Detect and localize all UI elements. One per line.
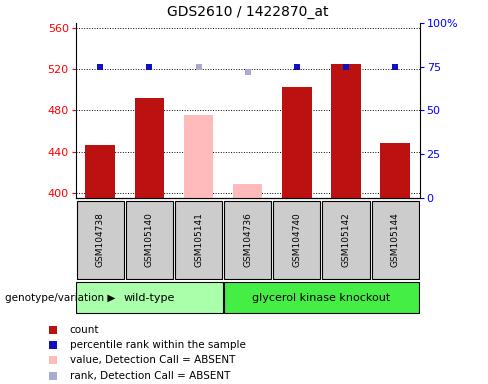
Bar: [224, 201, 271, 279]
Text: GSM104740: GSM104740: [292, 213, 301, 267]
Bar: [175, 201, 222, 279]
Title: GDS2610 / 1422870_at: GDS2610 / 1422870_at: [167, 5, 328, 19]
Bar: [224, 282, 419, 313]
Bar: [371, 201, 419, 279]
Text: glycerol kinase knockout: glycerol kinase knockout: [252, 293, 390, 303]
Text: rank, Detection Call = ABSENT: rank, Detection Call = ABSENT: [70, 371, 230, 381]
Bar: [380, 143, 410, 198]
Text: genotype/variation ▶: genotype/variation ▶: [5, 293, 115, 303]
Bar: [135, 98, 164, 198]
Bar: [76, 282, 223, 313]
Text: GSM105144: GSM105144: [390, 213, 400, 267]
Bar: [323, 201, 369, 279]
Text: GSM105140: GSM105140: [145, 213, 154, 267]
Text: GSM104738: GSM104738: [96, 213, 105, 267]
Bar: [184, 114, 213, 198]
Text: GSM105141: GSM105141: [194, 213, 203, 267]
Bar: [85, 146, 115, 198]
Bar: [126, 201, 173, 279]
Text: GSM105142: GSM105142: [342, 213, 350, 267]
Bar: [77, 201, 124, 279]
Text: percentile rank within the sample: percentile rank within the sample: [70, 340, 245, 350]
Text: count: count: [70, 325, 99, 335]
Bar: [273, 201, 321, 279]
Text: wild-type: wild-type: [123, 293, 175, 303]
Text: value, Detection Call = ABSENT: value, Detection Call = ABSENT: [70, 356, 235, 366]
Text: GSM104736: GSM104736: [243, 213, 252, 267]
Bar: [233, 184, 263, 198]
Bar: [331, 64, 361, 198]
Bar: [282, 87, 311, 198]
